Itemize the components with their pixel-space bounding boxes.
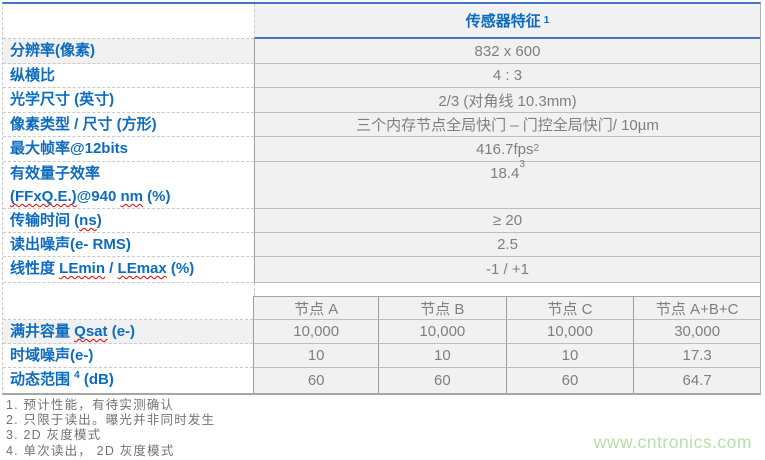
subtable-header-row: 节点 A 节点 B 节点 C 节点 A+B+C — [3, 296, 760, 320]
cell-node-b: 60 — [378, 368, 506, 393]
row-label: 时域噪声(e-) — [3, 344, 254, 368]
row-value: 18.4 3 — [254, 160, 760, 209]
cell-node-b: 10,000 — [378, 320, 506, 344]
cell-node-a: 60 — [253, 368, 379, 393]
row-value: 2.5 — [254, 233, 760, 257]
watermark: www.cntronics.com — [593, 432, 752, 452]
spacer-label-cell — [3, 283, 254, 296]
row-value: 三个内存节点全局快门 – 门控全局快门/ 10µm — [254, 113, 760, 137]
row-value: ≥ 20 — [254, 209, 760, 233]
footnote-4: 4. 单次读出， 2D 灰度模式 — [6, 443, 175, 458]
cell-node-c: 60 — [505, 368, 634, 393]
footnote-2: 2. 只限于读出。曝光并非同时发生 — [6, 413, 216, 428]
value-text: 18.4 — [490, 165, 520, 182]
subtable-col-header-abc: 节点 A+B+C — [633, 296, 760, 320]
table-title: 传感器特征 — [465, 13, 541, 30]
cell-node-abc: 30,000 — [633, 320, 760, 344]
label-misspelled: Qsat — [74, 323, 108, 340]
row-label: 光学尺寸 (英寸) — [3, 88, 254, 113]
header-empty-cell — [3, 4, 254, 39]
cell-node-b: 10 — [378, 344, 506, 368]
footnote-1: 1. 预计性能，有待实测确认 — [6, 398, 175, 412]
label-pre: 传输时间 ( — [10, 212, 80, 229]
row-value: 416.7fps 2 — [254, 137, 760, 162]
label-post: ) — [96, 212, 102, 229]
row-label: 满井容量 Qsat (e-) — [3, 320, 254, 344]
subtable-col-header-a: 节点 A — [253, 296, 379, 320]
label-mid: / — [105, 260, 118, 277]
row-label: 线性度 LEmin / LEmax (%) — [3, 257, 254, 283]
cell-node-a: 10,000 — [253, 320, 379, 344]
row-label: 最大帧率@12bits — [3, 137, 254, 162]
footnote-3: 3. 2D 灰度模式 — [6, 428, 102, 443]
row-label: 传输时间 (ns) — [3, 209, 254, 233]
table-header-row: 传感器特征 1 — [3, 4, 760, 39]
row-value: 4 : 3 — [254, 64, 760, 88]
cell-node-a: 10 — [253, 344, 379, 368]
row-value: 2/3 (对角线 10.3mm) — [254, 88, 760, 113]
table-title-cell: 传感器特征 1 — [254, 4, 760, 39]
label-misspelled-1: LEmin — [59, 260, 106, 277]
label-end: (%) — [143, 188, 171, 205]
label-post: (%) — [166, 260, 195, 277]
spacer-row — [3, 283, 760, 296]
cell-node-abc: 64.7 — [633, 368, 760, 393]
cell-node-abc: 17.3 — [633, 344, 760, 368]
row-max-framerate: 最大帧率@12bits 416.7fps 2 — [3, 137, 760, 162]
row-readout-noise: 读出噪声(e- RMS) 2.5 — [3, 233, 760, 257]
row-pixel-type: 像素类型 / 尺寸 (方形) 三个内存节点全局快门 – 门控全局快门/ 10µm — [3, 113, 760, 137]
cell-node-c: 10,000 — [505, 320, 634, 344]
row-label: 读出噪声(e- RMS) — [3, 233, 254, 257]
row-full-well-capacity: 满井容量 Qsat (e-) 10,000 10,000 10,000 30,0… — [3, 320, 760, 344]
row-optical-size: 光学尺寸 (英寸) 2/3 (对角线 10.3mm) — [3, 88, 760, 113]
footnotes: 1. 预计性能，有待实测确认 2. 只限于读出。曝光并非同时发生 3. 2D 灰… — [6, 398, 215, 459]
value-text: 416.7fps — [475, 140, 534, 158]
label-line1: 有效量子效率 — [10, 165, 101, 182]
row-temporal-noise: 时域噪声(e-) 10 10 10 17.3 — [3, 344, 760, 368]
row-resolution: 分辨率(像素) 832 x 600 — [3, 39, 760, 64]
label-misspelled: ns — [79, 212, 97, 229]
label-post: (e-) — [107, 323, 136, 340]
label-pre: 线性度 — [10, 260, 60, 277]
label-misspelled-1: (FFxQ.E.) — [10, 188, 77, 205]
label-pre: 满井容量 — [10, 323, 75, 340]
row-label: 纵横比 — [3, 64, 254, 88]
label-misspelled-2: LEmax — [117, 260, 167, 277]
row-value: 832 x 600 — [254, 39, 760, 64]
spacer-value-cell — [254, 283, 760, 296]
row-aspect-ratio: 纵横比 4 : 3 — [3, 64, 760, 88]
row-label: 动态范围 4 (dB) — [3, 368, 254, 393]
cell-node-c: 10 — [505, 344, 634, 368]
row-quantum-efficiency: 有效量子效率 (FFxQ.E.)@940 nm (%) 18.4 3 — [3, 160, 760, 209]
row-dynamic-range: 动态范围 4 (dB) 60 60 60 64.7 — [3, 368, 760, 393]
subtable-header-empty-cell — [3, 296, 254, 320]
row-label: 分辨率(像素) — [3, 39, 254, 64]
label-post: (dB) — [79, 371, 114, 388]
row-label: 有效量子效率 (FFxQ.E.)@940 nm (%) — [3, 162, 254, 209]
label-misspelled-2: nm — [120, 188, 144, 205]
label-footnote-ref: 4 — [74, 370, 80, 381]
row-label: 像素类型 / 尺寸 (方形) — [3, 113, 254, 137]
sensor-spec-table: 传感器特征 1 分辨率(像素) 832 x 600 纵横比 4 : 3 光学尺寸 … — [2, 2, 761, 395]
subtable-col-header-b: 节点 B — [378, 296, 506, 320]
row-linearity: 线性度 LEmin / LEmax (%) -1 / +1 — [3, 257, 760, 283]
row-transfer-time: 传输时间 (ns) ≥ 20 — [3, 209, 760, 233]
row-value: -1 / +1 — [254, 257, 760, 283]
label-pre: 动态范围 — [10, 371, 75, 388]
subtable-col-header-c: 节点 C — [505, 296, 634, 320]
label-mid: @940 — [76, 188, 121, 205]
